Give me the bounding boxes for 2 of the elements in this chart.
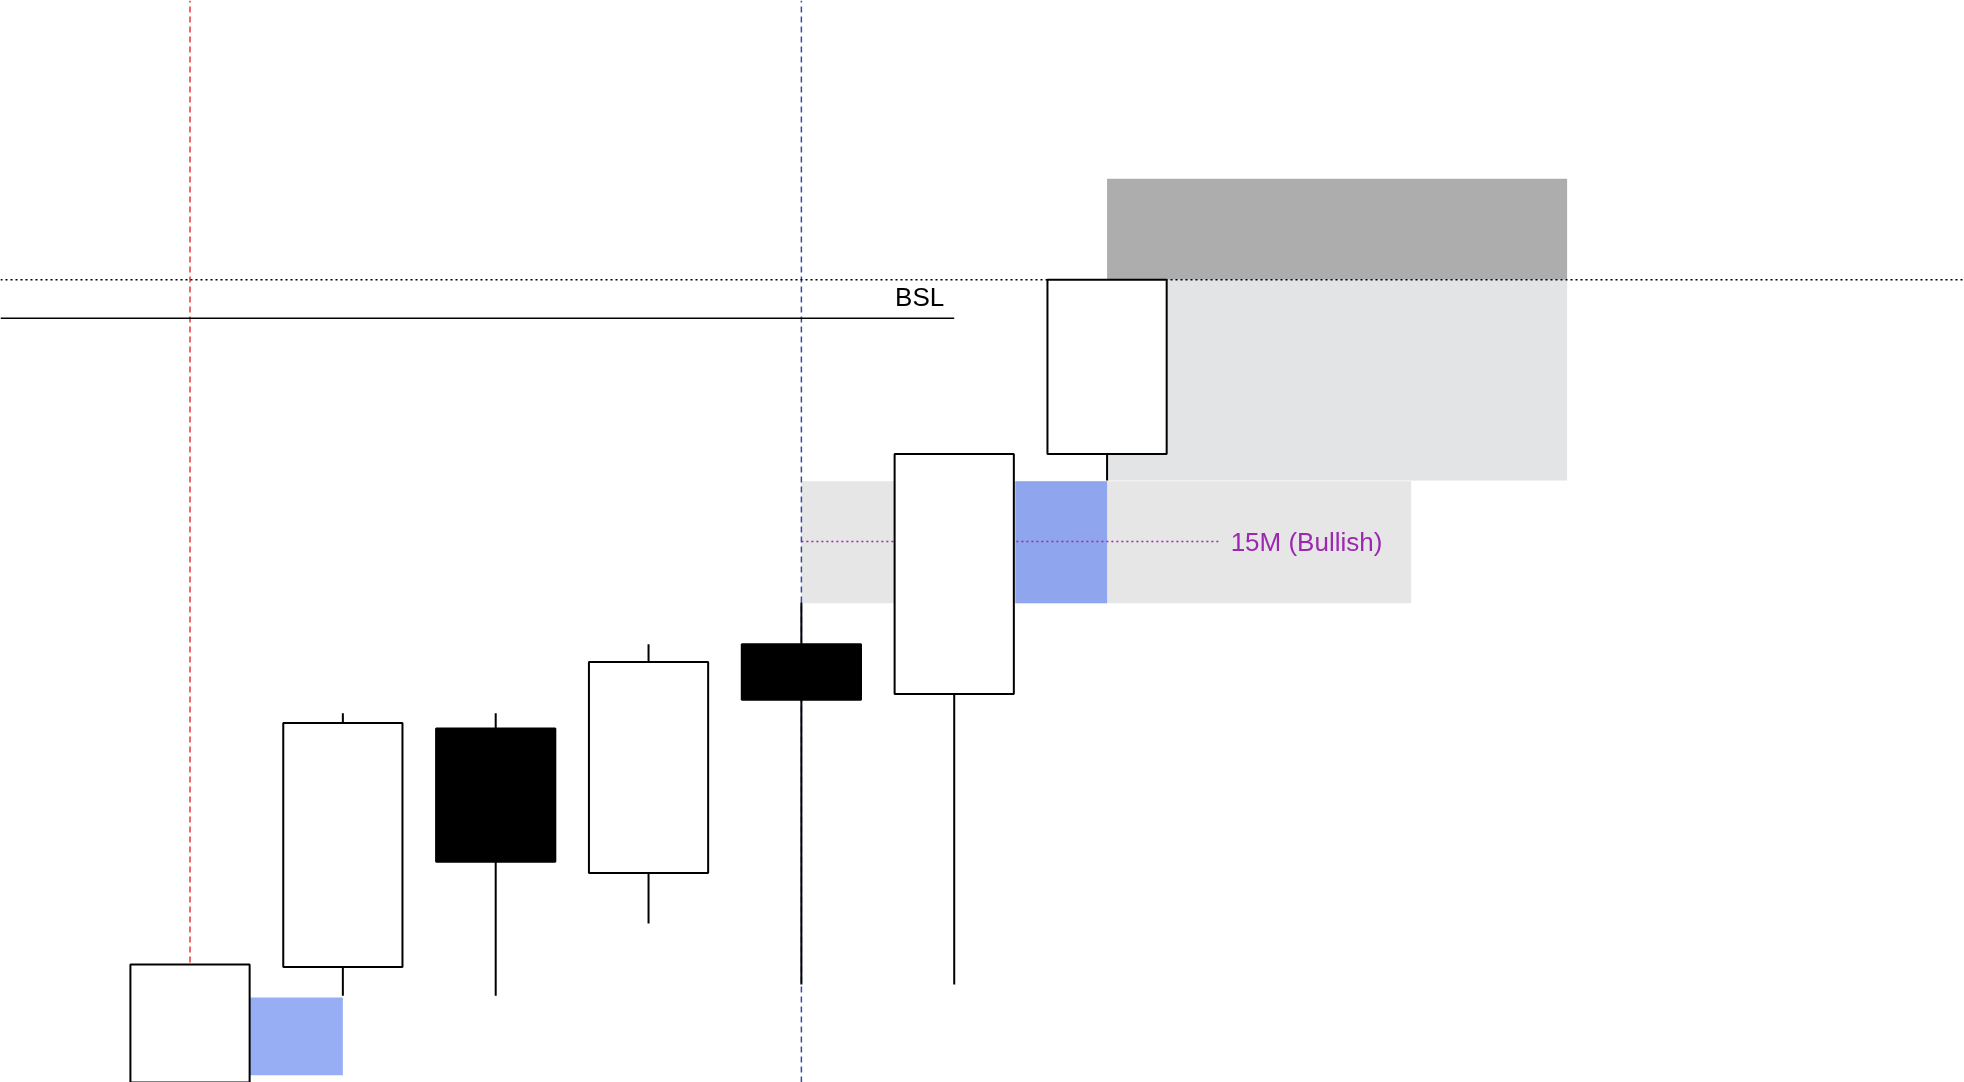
ref-line-label: 15M (Bullish) [1230, 526, 1383, 557]
ref-line-label: BSL [895, 282, 945, 313]
